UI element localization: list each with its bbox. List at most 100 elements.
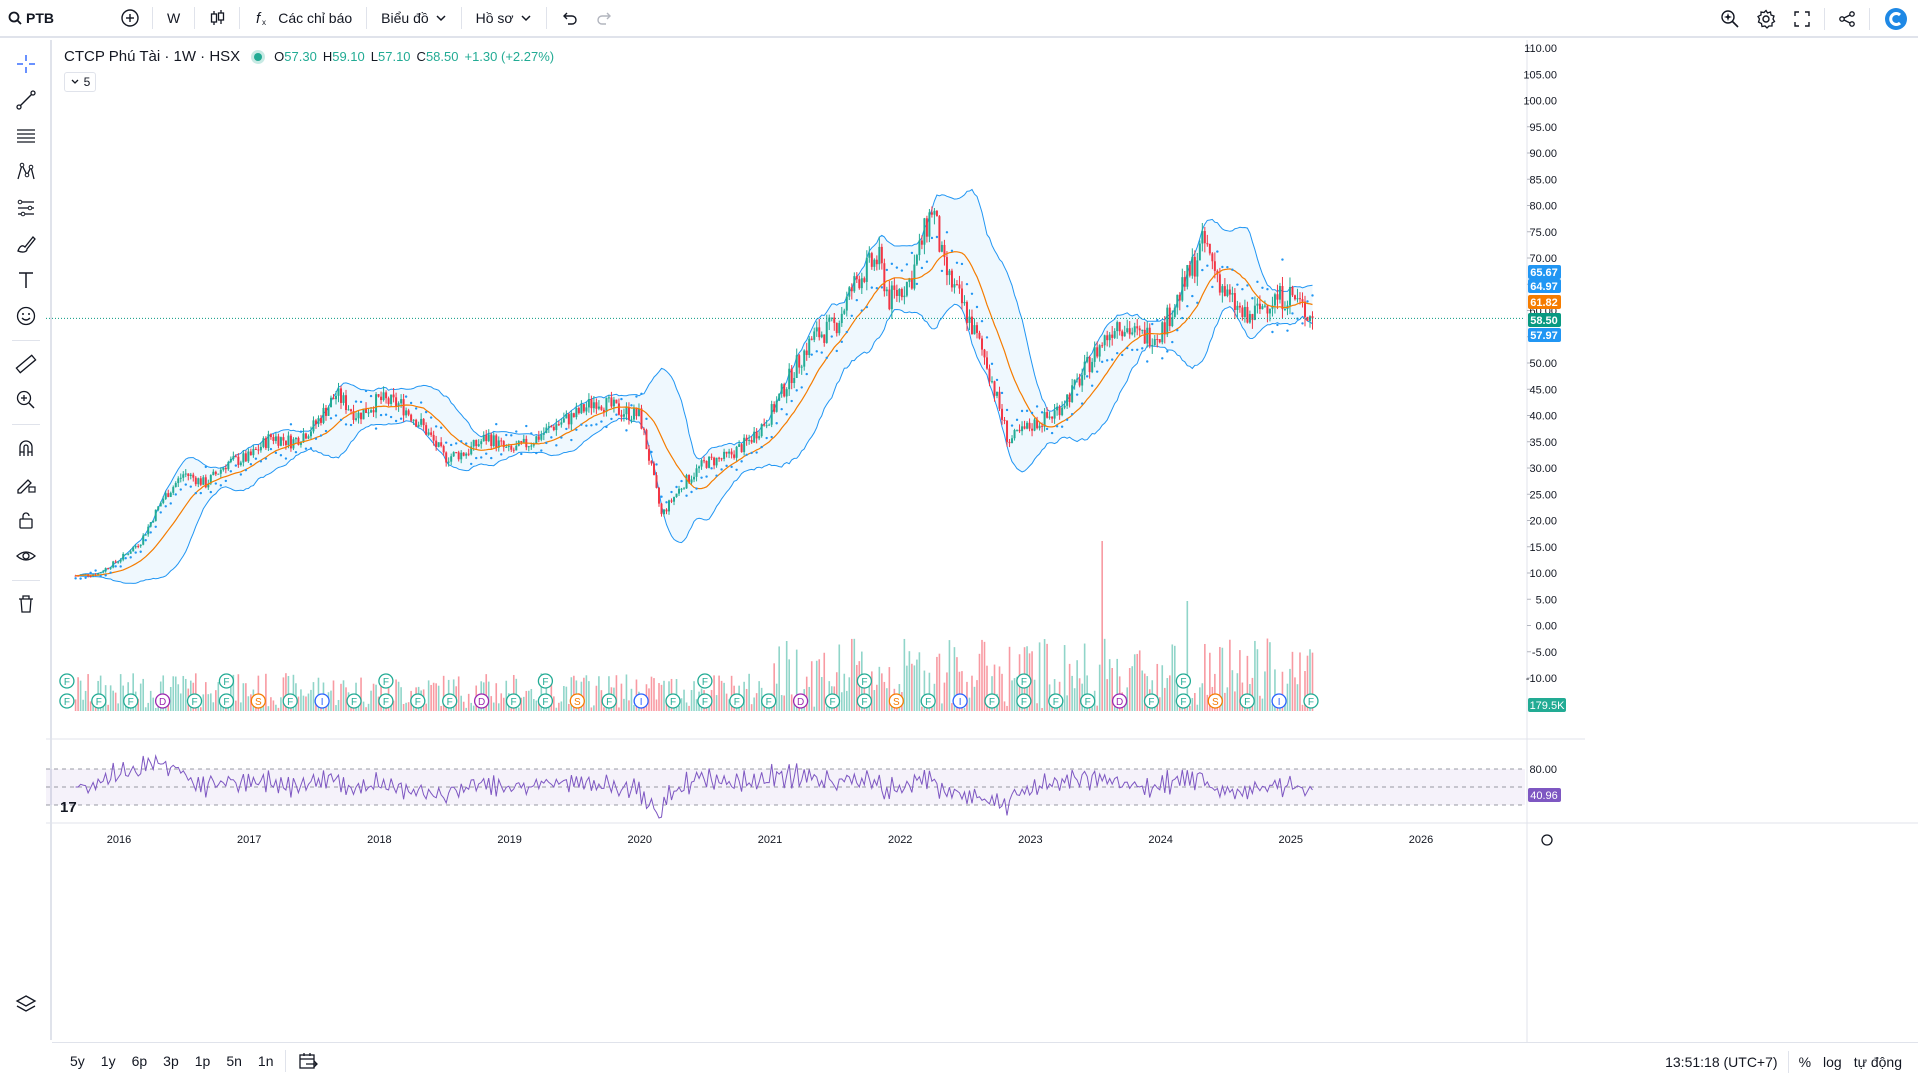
range-5d[interactable]: 5n — [226, 1053, 242, 1069]
object-tree-tool[interactable] — [9, 988, 43, 1020]
candle-body — [212, 471, 215, 476]
candle-body — [1278, 286, 1281, 300]
zoom-tool[interactable] — [9, 384, 43, 416]
hide-tool[interactable] — [9, 540, 43, 572]
sar-dot — [755, 451, 758, 454]
range-6m[interactable]: 6p — [131, 1053, 148, 1069]
volume-bar — [573, 675, 575, 711]
goto-date-button[interactable] — [290, 1043, 326, 1079]
emoji-tool[interactable] — [9, 300, 43, 332]
candle-body — [485, 435, 488, 442]
volume-bar — [1016, 676, 1018, 711]
trendline-tool[interactable] — [9, 84, 43, 116]
volume-bar — [1073, 688, 1076, 711]
sar-dot — [264, 457, 268, 460]
sar-dot — [700, 476, 703, 479]
lock-tool[interactable] — [9, 504, 43, 536]
chart-type-button[interactable] — [199, 0, 235, 37]
range-1m[interactable]: 1p — [194, 1053, 211, 1069]
volume-bar — [87, 674, 89, 711]
toolbar-divider — [12, 424, 40, 425]
volume-bar — [139, 683, 142, 711]
tradingview-logo: 17 — [60, 799, 77, 816]
chevron-down-icon — [436, 15, 446, 22]
candle-body — [1251, 314, 1254, 320]
candle-body — [557, 424, 560, 426]
volume-bar — [405, 702, 407, 711]
range-1y[interactable]: 1y — [100, 1053, 116, 1069]
range-1d[interactable]: 1n — [257, 1053, 274, 1069]
sar-dot — [1141, 347, 1144, 350]
sar-dot — [424, 410, 428, 414]
candle-body — [898, 289, 901, 296]
candle-body — [512, 449, 515, 451]
event-marker — [1239, 693, 1255, 709]
candle-body — [1241, 307, 1244, 317]
sar-dot — [715, 474, 718, 477]
candle-body — [1021, 426, 1024, 432]
candle-body — [412, 419, 415, 421]
compare-button[interactable] — [112, 0, 148, 37]
volume-bar — [883, 681, 886, 711]
brush-tool[interactable] — [9, 228, 43, 260]
redo-button[interactable] — [587, 0, 623, 37]
candle-body — [790, 368, 793, 384]
candle-body — [755, 431, 758, 439]
volume-bar — [550, 677, 553, 711]
volume-bar — [172, 676, 175, 711]
candle-body — [274, 436, 277, 441]
candle-body — [264, 438, 267, 448]
profile-menu-button[interactable]: Hồ sơ — [466, 0, 542, 37]
sar-dot — [1256, 280, 1259, 284]
interval-button[interactable]: W — [167, 10, 181, 26]
indicators-collapse-button[interactable]: 5 — [64, 72, 96, 92]
crosshair-tool[interactable] — [9, 48, 43, 80]
band-upper — [75, 188, 1313, 577]
volume-bar — [397, 681, 400, 711]
quick-search-button[interactable] — [1712, 0, 1748, 38]
candle-body — [229, 458, 232, 463]
undo-button[interactable] — [551, 0, 587, 37]
stay-drawing-tool[interactable] — [9, 468, 43, 500]
event-marker-letter: F — [287, 697, 293, 708]
candle-body — [640, 408, 643, 429]
percent-toggle[interactable]: % — [1798, 1053, 1812, 1070]
projection-tool[interactable] — [9, 192, 43, 224]
candle-body — [1096, 347, 1099, 357]
open-label: O — [274, 49, 285, 64]
candle-body — [986, 357, 988, 369]
candle-body — [723, 451, 726, 459]
parabolic-sar — [46, 231, 1525, 580]
remove-drawings-tool[interactable] — [9, 588, 43, 620]
clock-timezone[interactable]: 13:51:18 (UTC+7) — [1665, 1053, 1778, 1070]
event-marker — [984, 693, 1000, 709]
text-tool[interactable] — [9, 264, 43, 296]
pattern-tool[interactable] — [9, 156, 43, 188]
fib-tool[interactable] — [9, 120, 43, 152]
settings-button[interactable] — [1748, 0, 1784, 38]
volume-bar — [951, 703, 953, 711]
magnet-tool[interactable] — [9, 432, 43, 464]
sar-dot — [720, 468, 723, 471]
volume-bar — [906, 665, 908, 711]
event-marker — [1207, 693, 1223, 709]
pattern-icon — [17, 162, 35, 180]
symbol-search[interactable]: PTB — [0, 0, 64, 37]
candle-body — [783, 384, 786, 397]
log-toggle[interactable]: log — [1823, 1053, 1842, 1070]
fullscreen-button[interactable] — [1784, 0, 1820, 38]
volume-bar — [1138, 650, 1141, 711]
measure-tool[interactable] — [9, 348, 43, 380]
sar-dot — [650, 450, 653, 454]
range-3m[interactable]: 3p — [163, 1053, 179, 1069]
chart-menu-button[interactable]: Biểu đồ — [371, 0, 456, 37]
range-5y[interactable]: 5y — [70, 1053, 85, 1069]
share-button[interactable] — [1829, 0, 1865, 38]
auto-toggle[interactable]: tự động — [1853, 1053, 1902, 1070]
series-title[interactable]: CTCP Phú Tài · 1W · HSX — [64, 48, 241, 65]
sar-dot — [394, 419, 398, 423]
event-marker-letter: F — [670, 697, 676, 708]
event-marker-letter: F — [64, 697, 70, 708]
